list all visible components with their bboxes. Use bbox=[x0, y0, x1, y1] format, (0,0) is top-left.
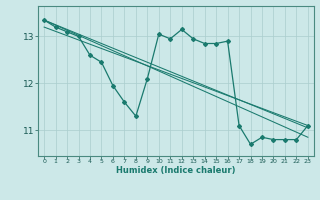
X-axis label: Humidex (Indice chaleur): Humidex (Indice chaleur) bbox=[116, 166, 236, 175]
